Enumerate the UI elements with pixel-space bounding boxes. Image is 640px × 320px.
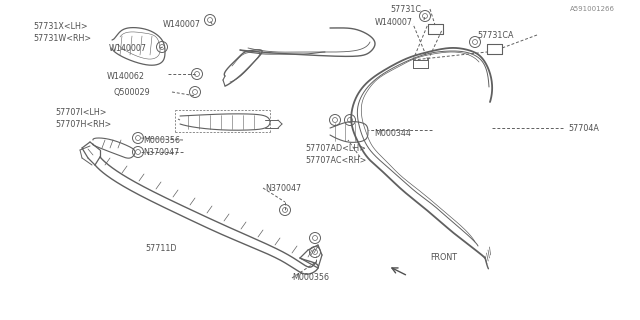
- Text: 57731CA: 57731CA: [477, 30, 513, 39]
- Text: W140062: W140062: [107, 71, 145, 81]
- Text: 57707AD<LH>: 57707AD<LH>: [305, 143, 366, 153]
- Text: FRONT: FRONT: [430, 253, 457, 262]
- Text: M000356: M000356: [143, 135, 180, 145]
- Text: A591001266: A591001266: [570, 6, 615, 12]
- Text: 57704A: 57704A: [568, 124, 599, 132]
- Text: Q500029: Q500029: [113, 87, 150, 97]
- Text: W140007: W140007: [375, 18, 413, 27]
- Text: M000356: M000356: [292, 274, 329, 283]
- Text: 57707AC<RH>: 57707AC<RH>: [305, 156, 366, 164]
- Text: 57731X<LH>: 57731X<LH>: [33, 21, 88, 30]
- Text: N370047: N370047: [143, 148, 179, 156]
- Text: N370047: N370047: [265, 183, 301, 193]
- Text: W140007: W140007: [109, 44, 147, 52]
- Text: W140007: W140007: [163, 20, 201, 28]
- Text: 57731W<RH>: 57731W<RH>: [33, 34, 91, 43]
- Text: 57707I<LH>: 57707I<LH>: [55, 108, 106, 116]
- Text: 57711D: 57711D: [145, 244, 177, 252]
- Text: M000344: M000344: [374, 129, 411, 138]
- Text: 57731C: 57731C: [390, 4, 421, 13]
- Text: 57707H<RH>: 57707H<RH>: [55, 119, 111, 129]
